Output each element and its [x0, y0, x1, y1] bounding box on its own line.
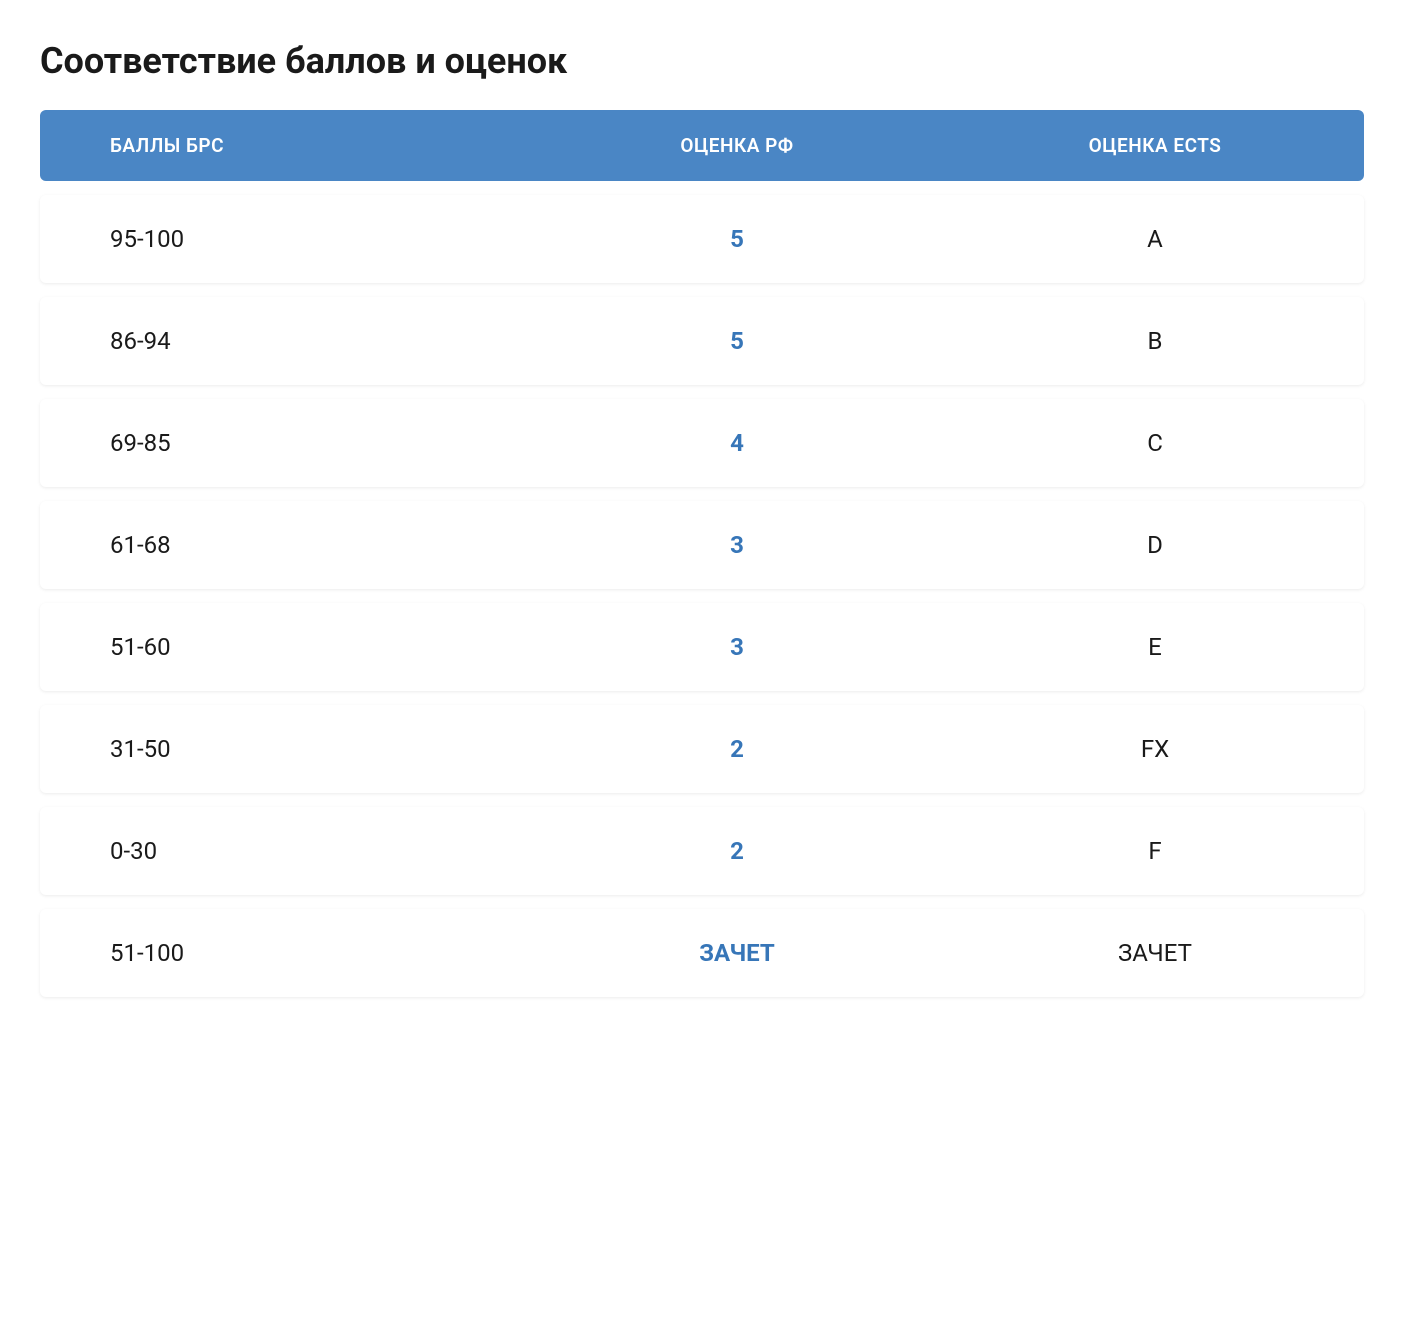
grade-ects-cell: C — [946, 429, 1364, 457]
table-row: 31-50 2 FX — [40, 705, 1364, 793]
grade-rf-cell: 2 — [528, 735, 946, 763]
table-row: 0-30 2 F — [40, 807, 1364, 895]
grade-ects-cell: B — [946, 327, 1364, 355]
grade-ects-cell: D — [946, 531, 1364, 559]
table-row: 69-85 4 C — [40, 399, 1364, 487]
points-cell: 51-100 — [40, 939, 528, 967]
points-cell: 69-85 — [40, 429, 528, 457]
points-cell: 61-68 — [40, 531, 528, 559]
points-cell: 0-30 — [40, 837, 528, 865]
table-row: 61-68 3 D — [40, 501, 1364, 589]
header-grade-rf: ОЦЕНКА РФ — [528, 134, 946, 157]
grade-ects-cell: A — [946, 225, 1364, 253]
page-title: Соответствие баллов и оценок — [40, 40, 1364, 82]
points-cell: 95-100 — [40, 225, 528, 253]
grade-rf-cell: 4 — [528, 429, 946, 457]
table-row: 51-100 ЗАЧЕТ ЗАЧЕТ — [40, 909, 1364, 997]
grade-rf-cell: 5 — [528, 327, 946, 355]
points-cell: 86-94 — [40, 327, 528, 355]
points-cell: 31-50 — [40, 735, 528, 763]
table-row: 51-60 3 E — [40, 603, 1364, 691]
table-row: 86-94 5 B — [40, 297, 1364, 385]
grades-table: БАЛЛЫ БРС ОЦЕНКА РФ ОЦЕНКА ECTS 95-100 5… — [40, 110, 1364, 997]
grade-rf-cell: 3 — [528, 633, 946, 661]
grade-ects-cell: ЗАЧЕТ — [946, 939, 1364, 967]
table-header-row: БАЛЛЫ БРС ОЦЕНКА РФ ОЦЕНКА ECTS — [40, 110, 1364, 181]
header-grade-ects: ОЦЕНКА ECTS — [946, 134, 1364, 157]
grade-rf-cell: 2 — [528, 837, 946, 865]
grade-rf-cell: ЗАЧЕТ — [528, 939, 946, 967]
grade-rf-cell: 5 — [528, 225, 946, 253]
table-row: 95-100 5 A — [40, 195, 1364, 283]
grade-ects-cell: E — [946, 633, 1364, 661]
grade-ects-cell: F — [946, 837, 1364, 865]
grade-rf-cell: 3 — [528, 531, 946, 559]
grade-ects-cell: FX — [946, 735, 1364, 763]
header-points: БАЛЛЫ БРС — [40, 134, 528, 157]
points-cell: 51-60 — [40, 633, 528, 661]
